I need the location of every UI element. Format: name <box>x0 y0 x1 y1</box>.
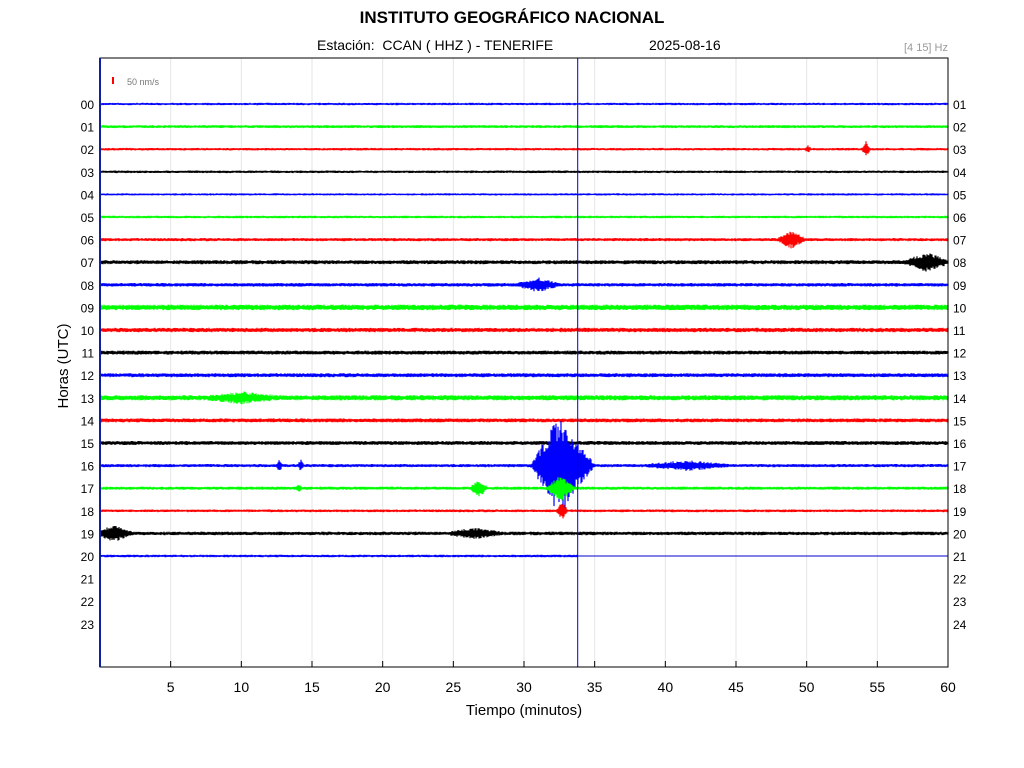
y-tick-label-right: 03 <box>953 143 967 157</box>
y-tick-label-left: 23 <box>81 618 95 632</box>
x-tick-label: 20 <box>375 679 391 695</box>
y-tick-label-left: 14 <box>81 414 95 428</box>
y-tick-label-right: 04 <box>953 166 967 180</box>
y-tick-label-left: 18 <box>81 505 95 519</box>
y-tick-label-right: 14 <box>953 392 967 406</box>
x-tick-label: 50 <box>799 679 815 695</box>
y-tick-label-left: 03 <box>81 166 95 180</box>
y-tick-label-right: 05 <box>953 188 967 202</box>
y-tick-label-left: 17 <box>81 482 95 496</box>
trace-hour-20 <box>99 554 578 558</box>
y-tick-label-right: 01 <box>953 98 967 112</box>
y-tick-label-left: 07 <box>81 256 95 270</box>
y-tick-label-left: 11 <box>82 347 95 361</box>
y-tick-label-right: 09 <box>953 279 967 293</box>
y-tick-label-left: 02 <box>81 143 95 157</box>
trace-hour-04 <box>99 193 949 196</box>
y-tick-label-left: 10 <box>81 324 95 338</box>
y-tick-label-right: 07 <box>953 234 967 248</box>
x-tick-label: 55 <box>870 679 886 695</box>
x-tick-label: 60 <box>940 679 956 695</box>
y-tick-label-right: 15 <box>953 414 967 428</box>
page-title: INSTITUTO GEOGRÁFICO NACIONAL <box>359 8 665 27</box>
y-tick-label-right: 20 <box>953 527 967 541</box>
station-label: Estación: CCAN ( HHZ ) - TENERIFE <box>317 37 554 53</box>
y-tick-label-left: 06 <box>81 234 95 248</box>
y-tick-label-right: 11 <box>953 324 966 338</box>
y-tick-label-right: 08 <box>953 256 967 270</box>
x-tick-label: 15 <box>304 679 320 695</box>
y-tick-label-right: 13 <box>953 369 967 383</box>
y-tick-label-right: 17 <box>953 460 967 474</box>
y-tick-label-left: 04 <box>81 188 95 202</box>
y-tick-label-left: 01 <box>81 121 95 135</box>
x-tick-label: 40 <box>658 679 674 695</box>
seismic-traces <box>99 102 949 558</box>
y-tick-label-left: 15 <box>81 437 95 451</box>
x-tick-label: 30 <box>516 679 532 695</box>
date-label: 2025-08-16 <box>649 37 721 53</box>
y-tick-label-right: 23 <box>953 595 967 609</box>
y-tick-label-right: 24 <box>953 618 967 632</box>
x-axis-label: Tiempo (minutos) <box>466 702 582 719</box>
y-tick-label-right: 06 <box>953 211 967 225</box>
y-tick-label-right: 21 <box>953 550 967 564</box>
y-tick-label-right: 19 <box>953 505 967 519</box>
chart-overlay: 50 nm/s <box>112 58 948 667</box>
y-tick-label-right: 16 <box>953 437 967 451</box>
x-tick-label: 45 <box>728 679 744 695</box>
y-tick-label-right: 12 <box>953 347 967 361</box>
y-tick-label-left: 05 <box>81 211 95 225</box>
x-tick-label: 35 <box>587 679 603 695</box>
y-tick-label-left: 22 <box>81 595 95 609</box>
y-tick-label-left: 08 <box>81 279 95 293</box>
trace-hour-14 <box>99 418 949 423</box>
y-tick-label-left: 16 <box>81 460 95 474</box>
scale-bar <box>112 77 114 84</box>
filter-label: [4 15] Hz <box>903 42 948 54</box>
y-tick-label-left: 12 <box>81 369 95 383</box>
y-tick-label-right: 10 <box>953 301 967 315</box>
chart-axes: 5 10 15 20 25 30 35 40 45 50 55 60 00 01 02 03 04 05 06 07 0… <box>55 57 967 719</box>
y-tick-label-left: 21 <box>81 573 95 587</box>
x-tick-label: 10 <box>234 679 250 695</box>
trace-hour-11 <box>99 350 949 355</box>
y-tick-label-right: 22 <box>953 573 967 587</box>
scale-label: 50 nm/s <box>127 77 160 87</box>
y-tick-label-left: 20 <box>81 550 95 564</box>
y-tick-label-right: 18 <box>953 482 967 496</box>
x-tick-label: 5 <box>167 679 175 695</box>
x-tick-label: 25 <box>446 679 462 695</box>
y-tick-label-right: 02 <box>953 121 967 135</box>
y-axis-label: Horas (UTC) <box>55 323 72 408</box>
y-tick-label-left: 13 <box>81 392 95 406</box>
y-tick-label-left: 00 <box>81 98 95 112</box>
y-tick-label-left: 19 <box>81 527 95 541</box>
y-tick-label-left: 09 <box>81 301 95 315</box>
